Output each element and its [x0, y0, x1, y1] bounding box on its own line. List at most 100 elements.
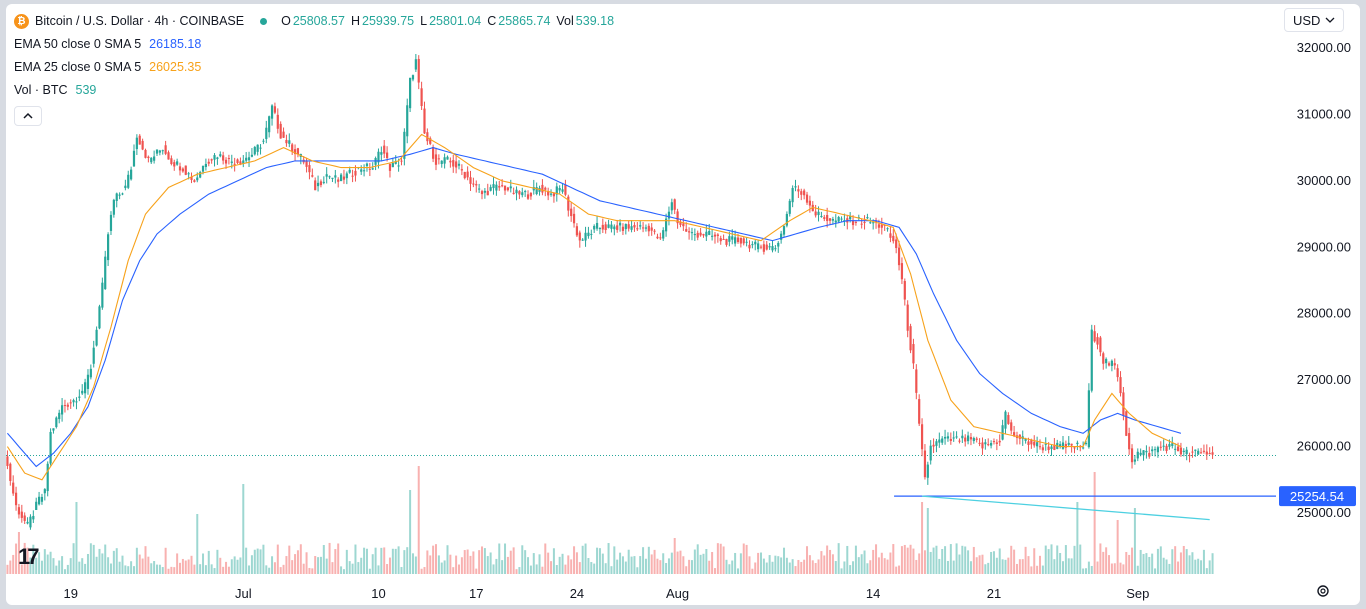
volume-bar [481, 546, 484, 574]
volume-bar [101, 553, 104, 574]
volume-bar [728, 564, 731, 574]
gear-icon[interactable] [1316, 584, 1330, 601]
candle [650, 227, 653, 231]
volume-bar [1004, 559, 1007, 574]
candle [1067, 442, 1070, 445]
volume-bar [483, 548, 486, 574]
volume-bar [518, 567, 521, 574]
volume-bar [633, 556, 636, 574]
volume-bar [1030, 566, 1033, 574]
volume-bar [949, 544, 952, 574]
candle [92, 347, 95, 364]
volume-bar [337, 543, 340, 574]
volume-bar [751, 568, 754, 574]
volume-bar [322, 545, 325, 574]
volume-bar [1208, 560, 1211, 574]
volume-bar [506, 556, 509, 574]
candle [242, 160, 245, 164]
volume-bar [541, 566, 544, 574]
volume-bar [124, 565, 127, 574]
candle [851, 220, 855, 226]
candle [633, 225, 636, 228]
candle [170, 158, 173, 164]
volume-bar [1044, 545, 1047, 574]
candle [1076, 442, 1079, 445]
candle [176, 161, 179, 165]
volume-bar [808, 555, 811, 574]
candle [1119, 377, 1122, 394]
ohlc-value: 539.18 [575, 14, 615, 28]
candle [385, 152, 389, 158]
candle [325, 174, 328, 177]
symbol-row[interactable]: ₿ Bitcoin / U.S. Dollar · 4h · COINBASE … [14, 10, 620, 33]
candle [12, 482, 15, 494]
candle [1107, 363, 1111, 366]
candle [391, 163, 394, 168]
volume-bar [1122, 564, 1125, 574]
volume-bar [187, 559, 190, 574]
price-chart[interactable]: 25000.00 26000.00 27000.00 28000.00 29000.00… [6, 4, 1360, 605]
candle [1001, 425, 1004, 440]
candle [886, 228, 889, 230]
volume-bar [426, 550, 429, 574]
tradingview-logo[interactable]: 17 [18, 544, 40, 569]
volume-bar [72, 543, 75, 574]
volume-bar [135, 547, 138, 574]
candle [121, 193, 124, 195]
candle [964, 437, 967, 442]
volume-bar [719, 543, 722, 574]
candle [222, 155, 225, 161]
candle [923, 450, 927, 478]
volume-bar [6, 564, 9, 574]
volume-bar [1001, 559, 1004, 574]
indicator-row[interactable]: EMA 25 close 0 SMA 5 26025.35 [14, 56, 620, 79]
candle [127, 174, 130, 188]
volume-bar [504, 543, 507, 574]
volume-bar [196, 514, 199, 574]
candle [593, 225, 596, 230]
candle [932, 444, 935, 447]
candle [308, 165, 311, 173]
currency-selector[interactable]: USD [1284, 8, 1344, 32]
candle [805, 194, 809, 203]
candle [184, 165, 187, 175]
candle [607, 224, 610, 228]
y-tick-label: 31000.00 [1297, 106, 1351, 121]
volume-bar [696, 544, 699, 574]
candle [1010, 422, 1013, 431]
x-tick-label: 24 [570, 586, 584, 601]
volume-bar [288, 545, 291, 574]
candle [584, 232, 587, 241]
candle [653, 230, 656, 232]
volume-bar [469, 555, 472, 574]
candle [748, 244, 751, 249]
candle [1174, 448, 1177, 450]
volume-bar [1076, 502, 1079, 574]
candle [1208, 453, 1211, 455]
volume-bar [388, 557, 391, 574]
candle [860, 223, 863, 225]
candle [529, 192, 533, 197]
candle [558, 187, 561, 191]
candle [89, 368, 92, 378]
candle [230, 161, 233, 163]
candle [849, 216, 852, 220]
volume-bar [446, 545, 449, 574]
indicator-row[interactable]: Vol · BTC 539 [14, 79, 620, 102]
candle [1156, 447, 1160, 453]
volume-bar [650, 554, 653, 574]
chevron-up-icon [23, 112, 33, 119]
indicator-row[interactable]: EMA 50 close 0 SMA 5 26185.18 [14, 33, 620, 56]
volume-bar [889, 552, 892, 574]
candle [711, 235, 714, 237]
candle [29, 516, 32, 528]
volume-bar [774, 555, 777, 574]
volume-bar [452, 567, 455, 574]
volume-bar [521, 545, 524, 574]
candle [63, 405, 67, 407]
volume-bar [814, 563, 817, 574]
candle [141, 140, 144, 150]
y-tick-label: 32000.00 [1297, 40, 1351, 55]
collapse-legend-button[interactable] [14, 106, 42, 126]
volume-bar [394, 548, 397, 574]
